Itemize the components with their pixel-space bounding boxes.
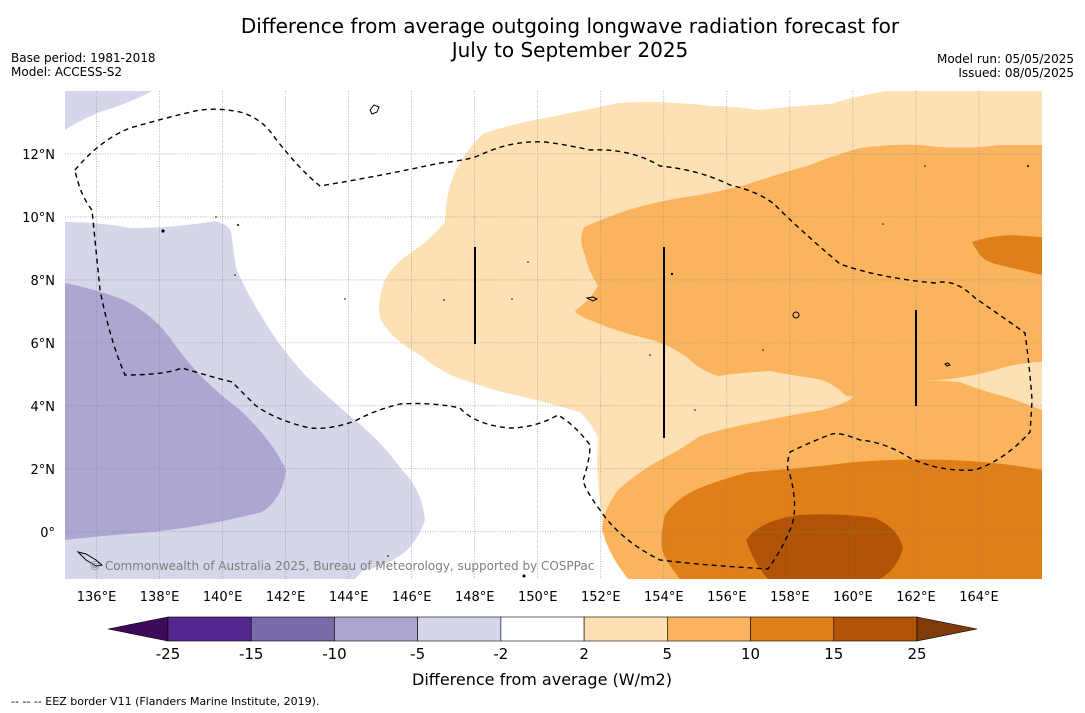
island-north [369, 104, 380, 115]
colorbar-cell [334, 616, 418, 642]
colorbar-low-extend [107, 616, 169, 642]
eez-footnote: -- -- -- EEZ border V11 (Flanders Marine… [11, 695, 320, 708]
longitude-tick-label: 164°E [959, 590, 999, 605]
island-dot-2 [237, 224, 239, 226]
anomaly-region-dark-orange-east [972, 235, 1042, 275]
island-chain-lines [474, 247, 917, 438]
island-dot-12 [882, 223, 884, 225]
colorbar-tick-label: -5 [410, 645, 425, 663]
island-dot-8 [527, 261, 529, 263]
colorbar-cell [167, 616, 252, 642]
island-dots [161, 165, 1029, 578]
longitude-tick-label: 146°E [392, 590, 432, 605]
latitude-tick-label: 4°N [31, 400, 56, 415]
longitude-tick-labels: 136°E 138°E 140°E 142°E 144°E 146°E 148°E 150°E… [77, 590, 999, 605]
colorbar-cell [833, 616, 918, 642]
colorbar-cell [250, 616, 335, 642]
longitude-tick-label: 140°E [203, 590, 243, 605]
island-outlines [76, 104, 951, 567]
longitude-tick-label: 160°E [833, 590, 873, 605]
anomaly-region-brown [746, 514, 903, 579]
colorbar-tick-label: 2 [579, 645, 589, 663]
copyright-text: © Commonwealth of Australia 2025, Bureau… [89, 559, 594, 573]
island-small [585, 296, 599, 302]
title-line-1: Difference from average outgoing longwav… [240, 14, 900, 38]
island-southwest [76, 551, 104, 567]
colorbar-label: Difference from average (W/m2) [412, 670, 672, 689]
colorbar-tick-label: 25 [907, 645, 926, 663]
latitude-tick-label: 8°N [31, 274, 56, 289]
eez-border [74, 108, 1033, 570]
island-dot-1 [161, 229, 165, 233]
longitude-tick-label: 158°E [770, 590, 810, 605]
island-dot-3 [215, 216, 217, 218]
island-dot-14 [1027, 165, 1029, 167]
latitude-tick-label: 10°N [22, 211, 55, 226]
island-ellipse [792, 311, 800, 319]
gridlines [65, 91, 1042, 579]
island-dot-9 [670, 272, 674, 276]
colorbar-tick-label: 5 [663, 645, 673, 663]
colorbar-cells [167, 616, 918, 642]
island-dot-7 [511, 298, 513, 300]
longitude-tick-label: 162°E [896, 590, 936, 605]
island-dot-17 [522, 574, 526, 578]
island-dot-4 [234, 274, 236, 276]
meta-right: Model run: 05/05/2025 Issued: 08/05/2025 [937, 52, 1074, 80]
colorbar-cell [417, 616, 502, 642]
model-run: Model run: 05/05/2025 [936, 52, 1074, 66]
base-period: Base period: 1981-2018 [11, 51, 156, 65]
page-title: Difference from average outgoing longwav… [0, 14, 1085, 62]
longitude-tick-label: 144°E [329, 590, 369, 605]
longitude-tick-label: 148°E [455, 590, 495, 605]
colorbar-tick-label: 10 [741, 645, 760, 663]
meta-left: Base period: 1981-2018 Model: ACCESS-S2 [11, 51, 156, 79]
colorbar-cell [583, 616, 668, 642]
longitude-tick-label: 138°E [140, 590, 180, 605]
colorbar-tick-label: -2 [493, 645, 508, 663]
longitude-tick-label: 150°E [518, 590, 558, 605]
colorbar-tick-labels: -25 -15 -10 -5 -2 2 5 10 15 25 [156, 645, 927, 663]
longitude-tick-label: 154°E [644, 590, 684, 605]
title-line-2: July to September 2025 [451, 38, 689, 62]
colorbar-tick-label: -25 [156, 645, 181, 663]
island-dot-5 [344, 298, 346, 300]
island-dot-11 [762, 349, 764, 351]
latitude-tick-label: 0° [40, 526, 55, 541]
longitude-tick-label: 136°E [77, 590, 117, 605]
colorbar-high-extend [916, 616, 978, 642]
anomaly-region-orange-north [575, 144, 1042, 397]
island-dot-15 [694, 409, 696, 411]
colorbar-cell [750, 616, 835, 642]
island-dot-6 [443, 299, 445, 301]
island-dot-13 [924, 165, 926, 167]
map-area: © Commonwealth of Australia 2025, Bureau… [65, 91, 1042, 579]
latitude-tick-label: 6°N [31, 337, 56, 352]
colorbar-tick-label: -10 [322, 645, 347, 663]
island-dot-10 [649, 354, 651, 356]
issued-date: Issued: 08/05/2025 [958, 66, 1074, 80]
longitude-tick-label: 152°E [581, 590, 621, 605]
island-east [944, 362, 951, 367]
anomaly-region-light-purple-north [65, 91, 152, 130]
longitude-tick-label: 156°E [707, 590, 747, 605]
latitude-tick-label: 12°N [22, 148, 55, 163]
colorbar: -25 -15 -10 -5 -2 2 5 10 15 25 Difference from av… [107, 616, 978, 689]
colorbar-cell [667, 616, 751, 642]
island-dot-16 [387, 555, 389, 557]
colorbar-cell [500, 616, 585, 642]
model-name: Model: ACCESS-S2 [11, 65, 123, 79]
colorbar-tick-label: -15 [239, 645, 264, 663]
latitude-tick-label: 2°N [31, 463, 56, 478]
longitude-tick-label: 142°E [266, 590, 306, 605]
anomaly-region-medium-purple [65, 283, 286, 540]
latitude-tick-labels: 0° 2°N 4°N 6°N 8°N 10°N 12°N [22, 148, 55, 541]
colorbar-tick-label: 15 [824, 645, 843, 663]
